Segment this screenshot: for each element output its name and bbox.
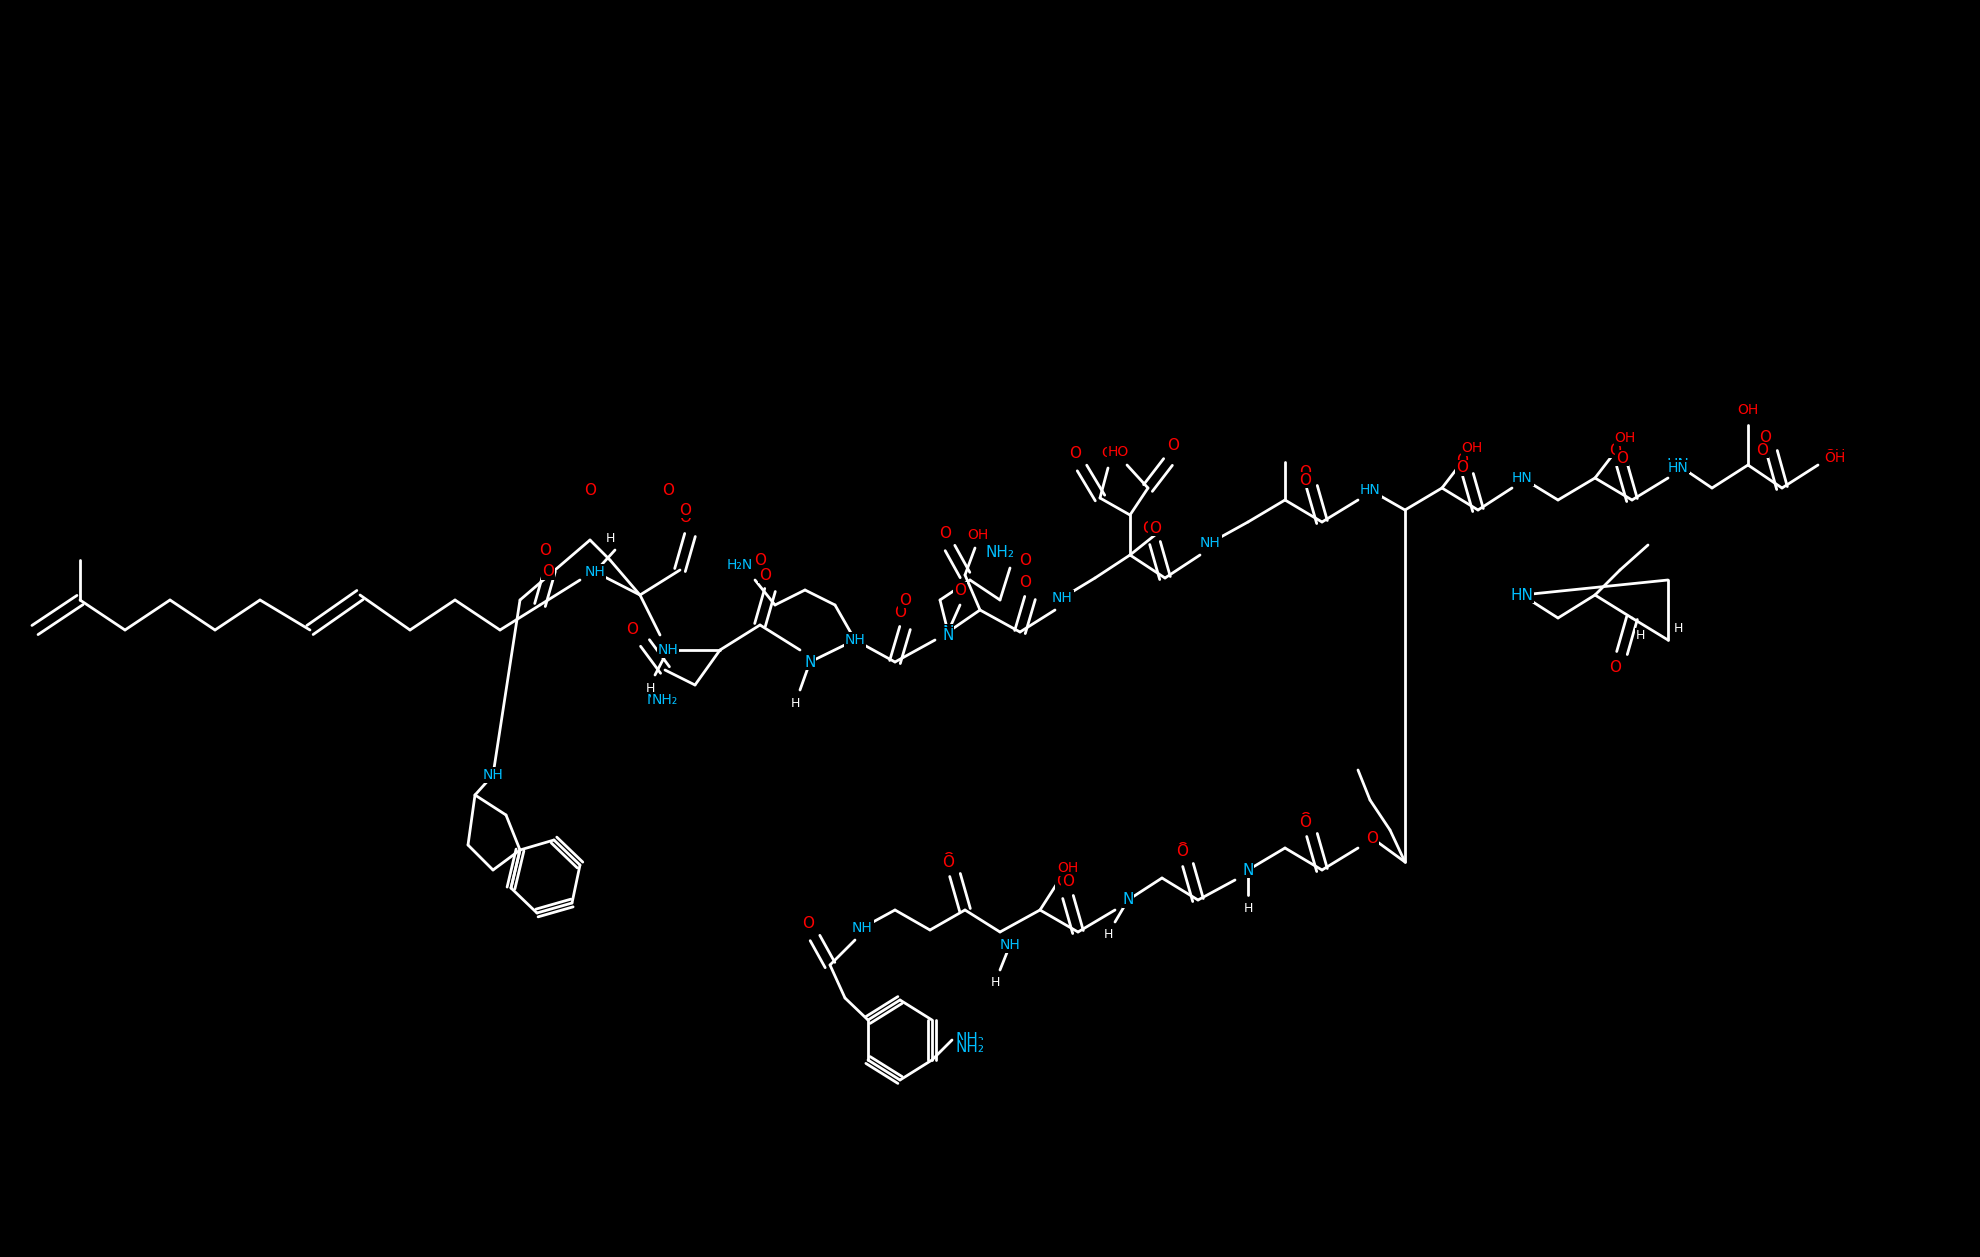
Text: NH₂: NH₂ xyxy=(651,693,677,706)
Text: O: O xyxy=(754,553,766,567)
Text: O: O xyxy=(1299,812,1311,827)
Text: NH₂: NH₂ xyxy=(956,1041,984,1056)
Text: OH: OH xyxy=(1824,451,1845,465)
Text: OH: OH xyxy=(1614,431,1635,445)
Text: NH: NH xyxy=(1200,535,1220,551)
Text: O: O xyxy=(1166,437,1178,453)
Text: NH: NH xyxy=(845,634,865,647)
Text: O: O xyxy=(1299,815,1311,830)
Text: NH: NH xyxy=(1051,591,1073,606)
Text: H: H xyxy=(1673,621,1683,635)
Text: NH: NH xyxy=(1051,591,1073,605)
Text: N: N xyxy=(1123,892,1135,908)
Text: H: H xyxy=(645,681,655,695)
Text: NH₂: NH₂ xyxy=(956,1032,984,1047)
Text: HN: HN xyxy=(1511,587,1533,602)
Text: O: O xyxy=(1176,845,1188,860)
Text: N: N xyxy=(1004,938,1016,953)
Text: N: N xyxy=(663,642,673,657)
Text: O: O xyxy=(1148,520,1160,535)
Text: HN: HN xyxy=(1511,470,1533,485)
Text: OH: OH xyxy=(968,528,988,542)
Text: O: O xyxy=(802,915,814,930)
Text: OH: OH xyxy=(1461,441,1483,455)
Text: O: O xyxy=(1299,473,1311,488)
Text: HN: HN xyxy=(1360,483,1380,497)
Text: H: H xyxy=(1243,901,1253,915)
Text: O: O xyxy=(679,510,691,525)
Text: O: O xyxy=(1069,445,1081,460)
Text: OH: OH xyxy=(1736,403,1758,417)
Text: O: O xyxy=(626,622,638,637)
Text: HN: HN xyxy=(1511,471,1533,485)
Text: H: H xyxy=(1103,929,1113,941)
Text: N: N xyxy=(942,625,954,640)
Text: N: N xyxy=(942,627,954,642)
Text: N: N xyxy=(804,655,816,670)
Text: O: O xyxy=(1176,842,1188,857)
Text: NH₂: NH₂ xyxy=(986,544,1014,559)
Text: NH: NH xyxy=(584,564,606,579)
Text: O: O xyxy=(584,483,596,498)
Text: O: O xyxy=(942,852,954,867)
Text: HO: HO xyxy=(1107,445,1129,459)
Text: H: H xyxy=(990,975,1000,988)
Text: OH: OH xyxy=(1057,861,1079,875)
Text: O: O xyxy=(539,543,550,558)
Text: O: O xyxy=(895,605,907,620)
Text: NH: NH xyxy=(1000,938,1020,952)
Text: NH: NH xyxy=(483,768,503,782)
Text: O: O xyxy=(1610,442,1622,458)
Text: O: O xyxy=(899,592,911,607)
Text: O: O xyxy=(1020,574,1032,590)
Text: N: N xyxy=(942,625,954,640)
Text: OH: OH xyxy=(1736,403,1758,417)
Text: NH: NH xyxy=(1198,535,1222,551)
Text: O: O xyxy=(954,582,966,597)
Text: OH: OH xyxy=(1101,446,1123,460)
Text: O: O xyxy=(1610,660,1622,675)
Text: O: O xyxy=(1166,440,1178,455)
Text: HO: HO xyxy=(1107,445,1129,459)
Text: OH: OH xyxy=(1824,447,1845,463)
Text: O: O xyxy=(939,525,950,541)
Text: NH₂: NH₂ xyxy=(647,693,673,706)
Text: O: O xyxy=(1616,450,1628,465)
Text: O: O xyxy=(1299,465,1311,479)
Text: O: O xyxy=(758,567,770,582)
Text: O: O xyxy=(802,915,814,930)
Text: H₂N: H₂N xyxy=(727,558,752,572)
Text: O: O xyxy=(1455,453,1467,468)
Text: N: N xyxy=(590,564,600,579)
Text: H: H xyxy=(606,532,614,544)
Text: O: O xyxy=(1455,460,1467,475)
Text: O: O xyxy=(942,855,954,870)
Text: NH: NH xyxy=(657,644,679,657)
Text: NH: NH xyxy=(483,768,503,782)
Text: O: O xyxy=(543,564,554,579)
Text: O: O xyxy=(1366,831,1378,846)
Text: O: O xyxy=(661,483,673,498)
Text: HN: HN xyxy=(1358,483,1382,498)
Text: O: O xyxy=(1366,831,1378,846)
Text: NH: NH xyxy=(851,920,873,935)
Text: O: O xyxy=(1756,442,1768,458)
Text: O: O xyxy=(1020,553,1032,567)
Text: H: H xyxy=(790,696,800,709)
Text: HN: HN xyxy=(1667,461,1689,475)
Text: N: N xyxy=(1241,862,1253,877)
Text: O: O xyxy=(1142,520,1154,535)
Text: O: O xyxy=(1055,875,1067,890)
Text: OH: OH xyxy=(1461,441,1483,455)
Text: N: N xyxy=(1004,938,1016,953)
Text: O: O xyxy=(1758,430,1770,445)
Text: O: O xyxy=(679,503,691,518)
Text: O: O xyxy=(1061,875,1073,890)
Text: HN: HN xyxy=(1667,458,1689,473)
Text: NH: NH xyxy=(851,921,873,935)
Text: H: H xyxy=(1635,628,1645,641)
Text: H₂N: H₂N xyxy=(727,561,752,574)
Text: N: N xyxy=(1123,892,1135,908)
Text: OH: OH xyxy=(1614,431,1635,445)
